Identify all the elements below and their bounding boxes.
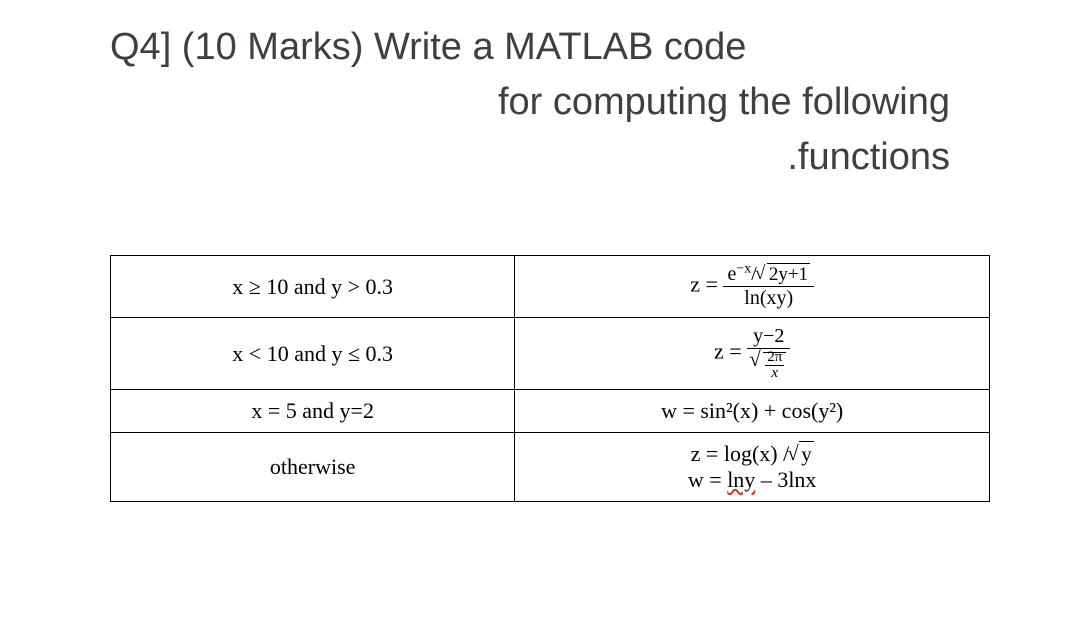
table-row: x ≥ 10 and y > 0.3 z = e−x/2y+1 ln(xy) [111, 256, 990, 318]
fraction-denominator: 2π x [747, 349, 790, 381]
nested-denominator: x [765, 366, 784, 381]
formula-cell: z = y−2 2π x [515, 318, 990, 390]
heading-line-3: .functions [110, 130, 980, 185]
exp-base: e [727, 263, 736, 285]
nested-numerator: 2π [765, 350, 784, 366]
heading-line-1: Q4] (10 Marks) Write a MATLAB code [110, 20, 980, 75]
sqrt-icon: 2π x [751, 350, 786, 381]
sqrt-icon: y [789, 442, 813, 467]
formula-cell: z = e−x/2y+1 ln(xy) [515, 256, 990, 318]
formula-cell: w = sin²(x) + cos(y²) [515, 390, 990, 433]
formula-line-1: z = log(x) /y [525, 441, 979, 467]
exp-power: −x [736, 262, 751, 277]
condition-cell: x ≥ 10 and y > 0.3 [111, 256, 515, 318]
formula-label: z = [690, 272, 718, 297]
condition-cell: x = 5 and y=2 [111, 390, 515, 433]
table-row: x = 5 and y=2 w = sin²(x) + cos(y²) [111, 390, 990, 433]
nested-fraction: 2π x [765, 350, 784, 381]
condition-cell: otherwise [111, 433, 515, 502]
fraction: y−2 2π x [747, 326, 790, 381]
table-row: otherwise z = log(x) /y w = lny – 3lnx [111, 433, 990, 502]
sqrt-icon: 2y+1 [757, 265, 810, 285]
fraction-numerator: y−2 [747, 326, 790, 349]
heading-line-2: for computing the following [110, 75, 980, 130]
formula-text: z = log(x) / [691, 441, 790, 466]
spellcheck-underline: lny [727, 467, 755, 492]
table-row: x < 10 and y ≤ 0.3 z = y−2 2π x [111, 318, 990, 390]
condition-cell: x < 10 and y ≤ 0.3 [111, 318, 515, 390]
formula-line-2: w = lny – 3lnx [525, 467, 979, 493]
formula-text: – 3lnx [755, 467, 816, 492]
fraction-numerator: e−x/2y+1 [723, 264, 814, 287]
formula-text: w = [688, 467, 727, 492]
fraction-denominator: ln(xy) [723, 287, 814, 309]
question-heading: Q4] (10 Marks) Write a MATLAB code for c… [110, 20, 990, 185]
formula-label: z = [714, 339, 742, 364]
functions-table: x ≥ 10 and y > 0.3 z = e−x/2y+1 ln(xy) x… [110, 255, 990, 502]
fraction: e−x/2y+1 ln(xy) [723, 264, 814, 309]
formula-cell: z = log(x) /y w = lny – 3lnx [515, 433, 990, 502]
